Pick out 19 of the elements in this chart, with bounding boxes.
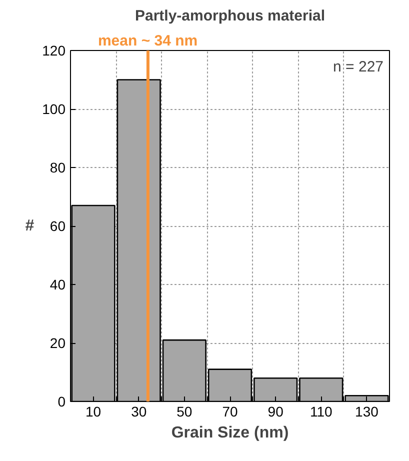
- y-tick-label: 80: [50, 160, 66, 176]
- x-tick-label: 10: [86, 404, 102, 420]
- y-tick-label: 20: [50, 335, 66, 351]
- y-tick-label: 40: [50, 276, 66, 292]
- y-tick-label: 60: [50, 218, 66, 234]
- y-axis-title: #: [25, 218, 34, 234]
- y-tick-label: 100: [42, 101, 66, 117]
- x-tick-label: 70: [222, 404, 238, 420]
- y-tick-label: 120: [42, 42, 66, 58]
- annotation: n = 227: [333, 58, 384, 76]
- chart-title: Partly-amorphous material: [134, 8, 326, 24]
- x-tick-label: 90: [268, 404, 284, 420]
- x-tick-label: 50: [176, 404, 192, 420]
- y-tick-label: 0: [58, 394, 66, 410]
- x-tick-label: 110: [310, 404, 333, 420]
- ref-line-label: mean ~ 34 nm: [98, 32, 198, 50]
- x-axis-title: Grain Size (nm): [171, 424, 289, 442]
- x-tick-label: 130: [355, 404, 379, 420]
- x-tick-label: 30: [131, 404, 147, 420]
